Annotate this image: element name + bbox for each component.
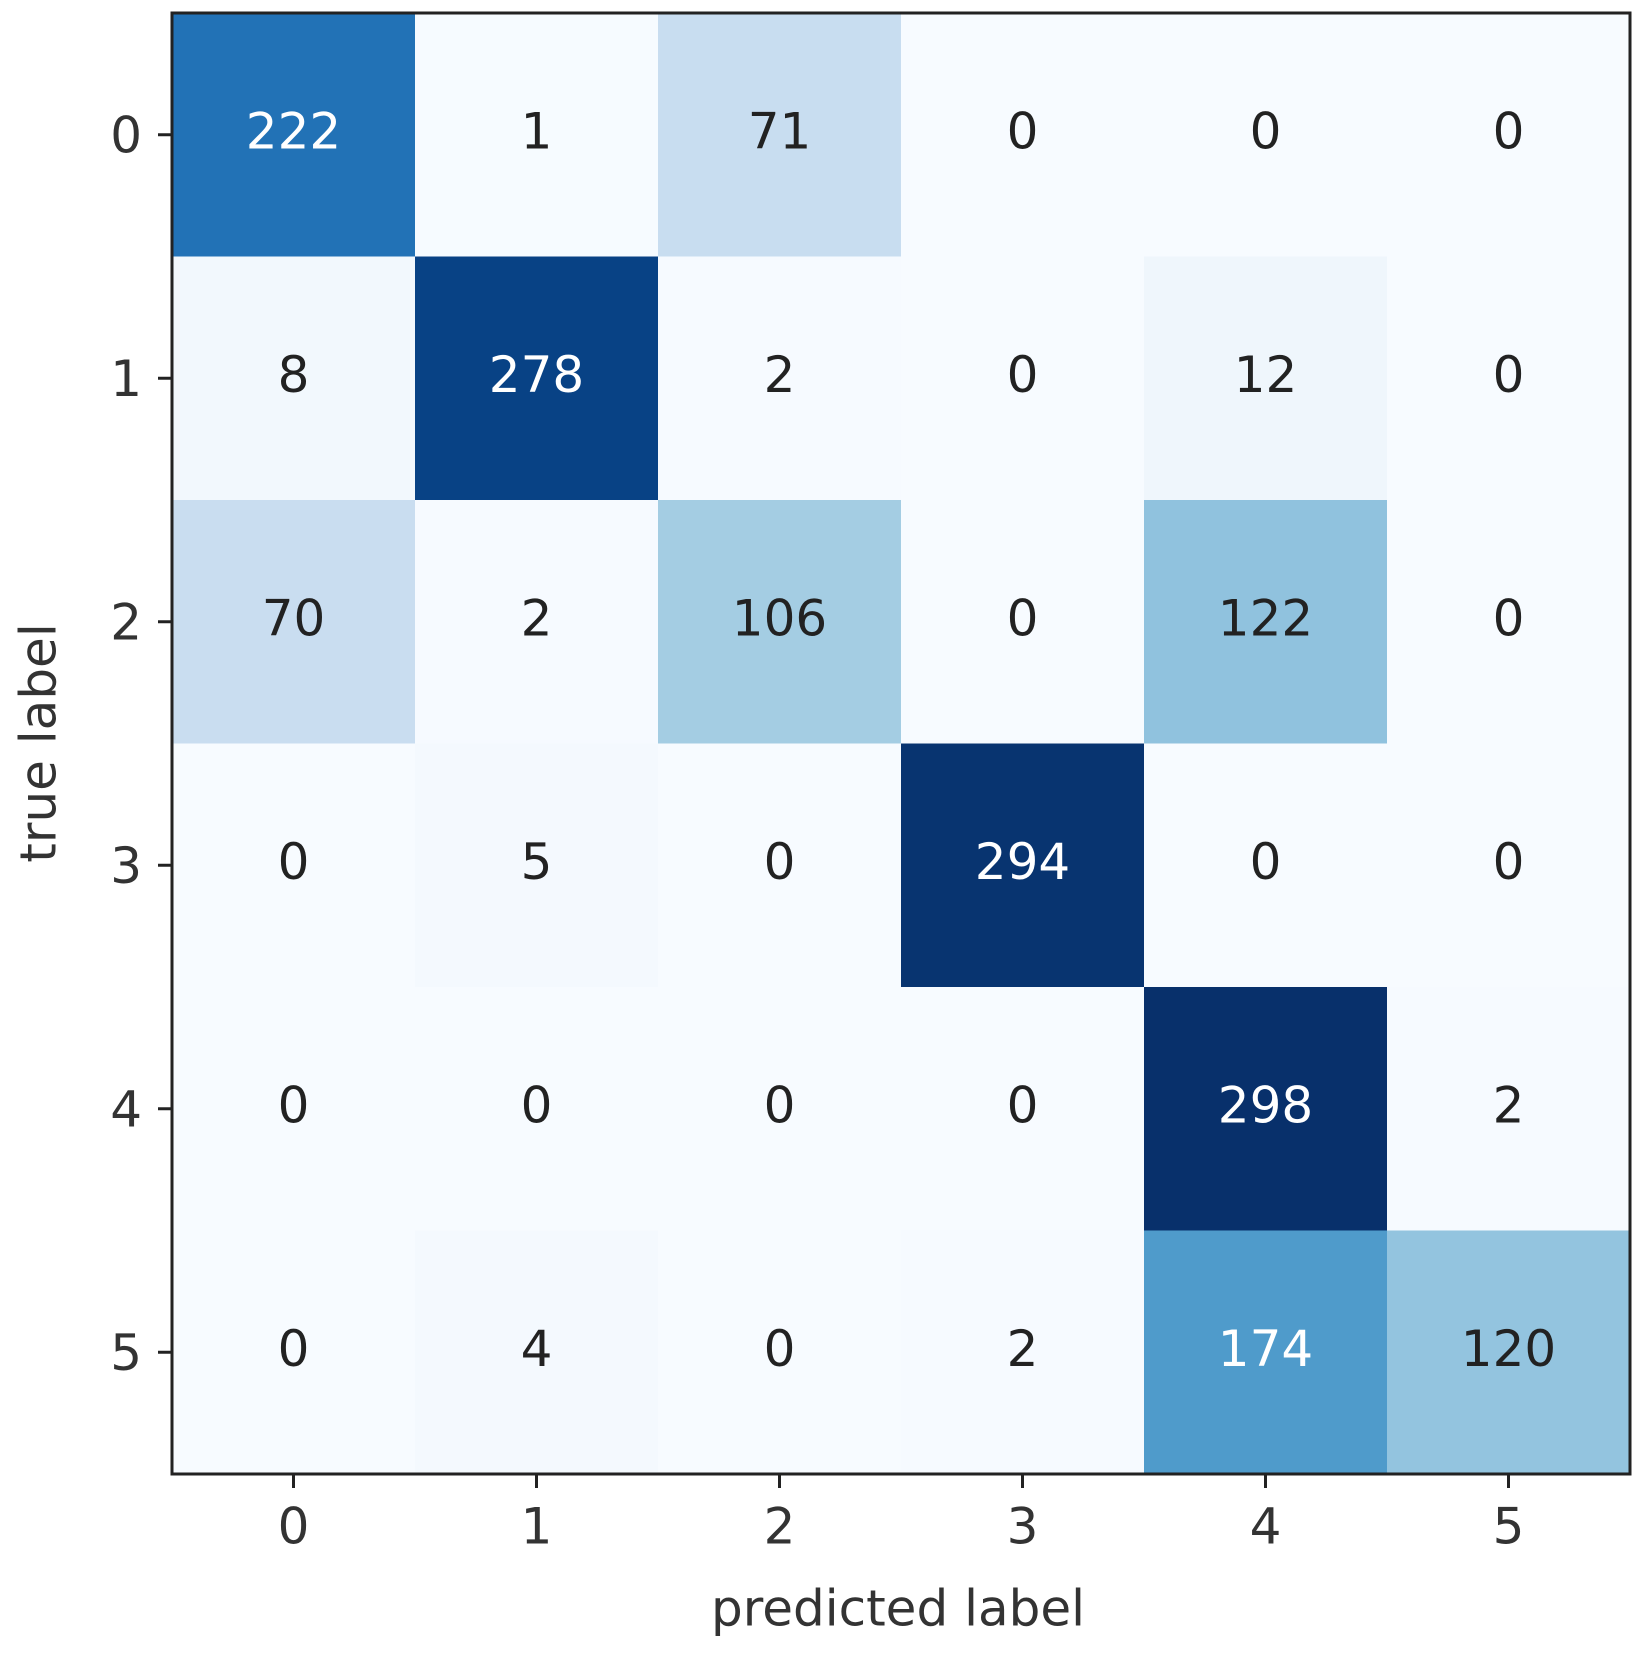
cell-label: 0 — [764, 1076, 796, 1134]
cell — [658, 1230, 902, 1475]
y-tick-label: 3 — [110, 837, 142, 895]
cell — [415, 256, 659, 501]
cell-label: 298 — [1218, 1076, 1313, 1134]
plot-frame — [170, 11, 1632, 1476]
cell-label: 0 — [1493, 833, 1525, 891]
y-tick-label: 5 — [110, 1324, 142, 1382]
cell — [415, 13, 659, 257]
cell — [1144, 987, 1388, 1231]
cell — [415, 1230, 659, 1475]
cell — [172, 13, 416, 257]
cell — [1144, 256, 1388, 501]
cell-label: 0 — [764, 1320, 796, 1378]
y-tick-label: 0 — [110, 106, 142, 164]
y-axis-label: true label — [10, 623, 68, 862]
cell — [1144, 743, 1388, 988]
cell — [415, 500, 659, 744]
x-tick-label: 1 — [521, 1498, 553, 1556]
cell — [658, 743, 902, 988]
cell-label: 0 — [278, 1320, 310, 1378]
cell — [901, 1230, 1145, 1475]
cell-label: 1 — [521, 102, 553, 160]
x-tick-label: 2 — [764, 1498, 796, 1556]
cell-label: 2 — [764, 346, 796, 404]
cell-label: 278 — [489, 346, 584, 404]
cell — [1387, 13, 1631, 257]
cell — [1144, 500, 1388, 744]
cell — [1144, 1230, 1388, 1475]
cell-label: 2 — [1007, 1320, 1039, 1378]
cell — [415, 743, 659, 988]
cell-label: 12 — [1234, 346, 1298, 404]
cell-label: 0 — [764, 833, 796, 891]
cell-label: 2 — [521, 589, 553, 647]
cell — [1387, 256, 1631, 501]
cell — [658, 13, 902, 257]
x-tick-label: 3 — [1007, 1498, 1039, 1556]
y-tick-label: 4 — [110, 1080, 142, 1138]
cell — [901, 743, 1145, 988]
cell-label: 0 — [1493, 102, 1525, 160]
cell-label: 70 — [262, 589, 326, 647]
cell-label: 0 — [278, 833, 310, 891]
x-tick-label: 5 — [1493, 1498, 1525, 1556]
y-tick-label: 2 — [110, 593, 142, 651]
cell-label: 4 — [521, 1320, 553, 1378]
cell-label: 71 — [748, 102, 812, 160]
cell-label: 106 — [732, 589, 827, 647]
cell-label: 5 — [521, 833, 553, 891]
cell-label: 8 — [278, 346, 310, 404]
cell-label: 174 — [1218, 1320, 1313, 1378]
cell-label: 120 — [1461, 1320, 1556, 1378]
cell-label: 0 — [521, 1076, 553, 1134]
cell-label: 0 — [1007, 346, 1039, 404]
cell-label: 0 — [1493, 589, 1525, 647]
cell — [1144, 13, 1388, 257]
cell — [172, 500, 416, 744]
cell — [901, 500, 1145, 744]
x-tick-label: 4 — [1250, 1498, 1282, 1556]
cell-label: 222 — [246, 102, 341, 160]
x-tick-label: 0 — [278, 1498, 310, 1556]
cell-label: 2 — [1493, 1076, 1525, 1134]
cell — [172, 256, 416, 501]
cell-label: 0 — [1007, 102, 1039, 160]
cell-label: 294 — [975, 833, 1070, 891]
cell-label: 0 — [1250, 102, 1282, 160]
cell — [658, 500, 902, 744]
cell — [1387, 500, 1631, 744]
cell — [901, 987, 1145, 1231]
cell — [172, 1230, 416, 1475]
cell-label: 0 — [1007, 589, 1039, 647]
cell — [172, 743, 416, 988]
cell-label: 0 — [1007, 1076, 1039, 1134]
cell — [901, 13, 1145, 257]
y-tick-label: 1 — [110, 350, 142, 408]
cell — [1387, 1230, 1631, 1475]
cell-label: 122 — [1218, 589, 1313, 647]
cell — [415, 987, 659, 1231]
cell — [1387, 987, 1631, 1231]
x-axis-label: predicted label — [711, 1580, 1085, 1638]
cell — [901, 256, 1145, 501]
cell-label: 0 — [278, 1076, 310, 1134]
cell — [658, 987, 902, 1231]
cell — [1387, 743, 1631, 988]
cell-label: 0 — [1250, 833, 1282, 891]
cell — [172, 987, 416, 1231]
cell-label: 0 — [1493, 346, 1525, 404]
cell — [658, 256, 902, 501]
